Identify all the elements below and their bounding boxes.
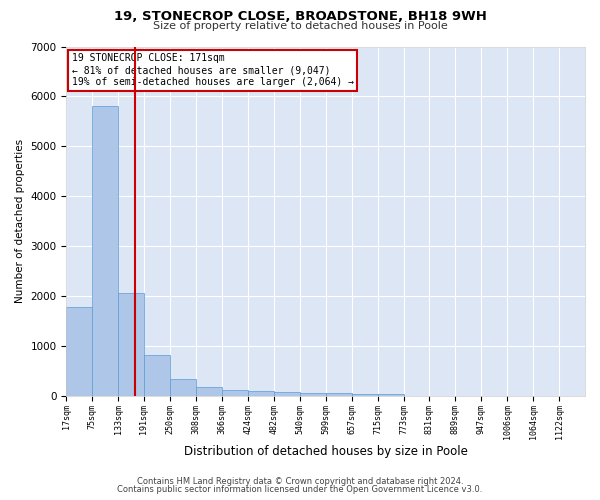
- Bar: [196, 387, 222, 396]
- Bar: [274, 392, 299, 396]
- Bar: [222, 390, 248, 396]
- Bar: [299, 393, 326, 396]
- Bar: [377, 394, 404, 396]
- X-axis label: Distribution of detached houses by size in Poole: Distribution of detached houses by size …: [184, 444, 467, 458]
- Bar: [248, 392, 274, 396]
- Bar: [67, 308, 92, 396]
- Bar: [92, 106, 118, 397]
- Text: Contains HM Land Registry data © Crown copyright and database right 2024.: Contains HM Land Registry data © Crown c…: [137, 477, 463, 486]
- Bar: [326, 393, 352, 396]
- Bar: [170, 379, 196, 396]
- Bar: [144, 355, 170, 397]
- Y-axis label: Number of detached properties: Number of detached properties: [15, 140, 25, 304]
- Text: 19 STONECROP CLOSE: 171sqm
← 81% of detached houses are smaller (9,047)
19% of s: 19 STONECROP CLOSE: 171sqm ← 81% of deta…: [71, 54, 353, 86]
- Text: Size of property relative to detached houses in Poole: Size of property relative to detached ho…: [152, 21, 448, 31]
- Bar: [352, 394, 377, 396]
- Bar: [118, 294, 144, 397]
- Text: 19, STONECROP CLOSE, BROADSTONE, BH18 9WH: 19, STONECROP CLOSE, BROADSTONE, BH18 9W…: [113, 10, 487, 23]
- Text: Contains public sector information licensed under the Open Government Licence v3: Contains public sector information licen…: [118, 485, 482, 494]
